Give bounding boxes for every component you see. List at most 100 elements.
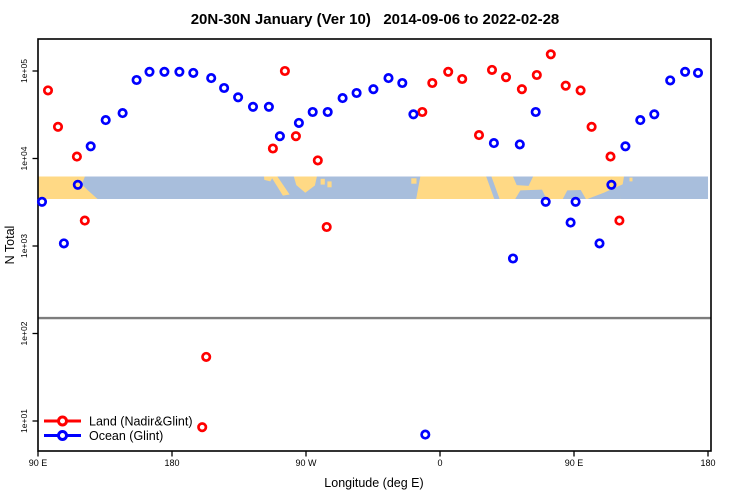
data-point-land (545, 49, 556, 60)
legend-marker-icon (57, 415, 68, 427)
data-point-ocean (351, 87, 362, 99)
data-point-ocean (117, 108, 128, 119)
data-point-ocean (692, 67, 704, 78)
data-point-land (500, 72, 512, 83)
data-point-land (279, 65, 290, 77)
data-point-land (531, 69, 542, 81)
plot-frame (37, 38, 712, 452)
map-strip-land (327, 181, 332, 188)
map-strip-ocean-notch (486, 176, 500, 199)
data-point-land (197, 422, 208, 433)
data-point-land (290, 131, 301, 142)
data-point-land (486, 64, 498, 75)
data-point-ocean (507, 253, 519, 264)
map-strip-land (271, 176, 290, 196)
data-point-ocean (219, 82, 230, 94)
data-point-ocean (383, 73, 394, 84)
data-point-land (586, 121, 597, 132)
data-point-land (443, 66, 454, 77)
data-point-ocean (36, 196, 48, 207)
x-tick-label: 180 (164, 458, 179, 468)
y-axis-title: N Total (3, 226, 17, 265)
x-tick-label: 180 (700, 458, 715, 468)
y-tick-label: 1e+01 (19, 409, 29, 433)
data-point-ocean (606, 179, 617, 190)
data-point-land (473, 130, 485, 141)
data-point-ocean (530, 106, 541, 118)
map-strip-land (293, 176, 317, 193)
data-point-ocean (58, 238, 69, 249)
map-strip-ocean-notch (513, 176, 534, 186)
data-point-land (605, 151, 616, 162)
map-strip-land (320, 178, 325, 185)
x-axis-title: Longitude (deg E) (324, 476, 423, 490)
data-point-land (312, 155, 323, 166)
map-strip-land (38, 176, 98, 199)
data-point-land (427, 77, 438, 89)
data-point-ocean (368, 84, 379, 95)
y-tick-label: 1e+02 (19, 321, 29, 345)
data-point-ocean (594, 238, 605, 249)
data-point-ocean (72, 179, 83, 190)
data-point-land (614, 215, 625, 226)
y-tick-label: 1e+04 (19, 146, 29, 170)
x-tick-label: 90 E (565, 458, 584, 468)
data-point-ocean (565, 217, 576, 228)
legend-marker-icon (57, 430, 68, 441)
legend-label: Land (Nadir&Glint) (89, 415, 193, 429)
y-tick-label: 1e+05 (19, 59, 29, 83)
data-point-ocean (247, 101, 259, 112)
data-point-ocean (293, 117, 304, 128)
axes: 90 E 180 90 W 0 90 E 180 1e+05 1e+04 1e+03 1e+02 1… (19, 59, 716, 468)
data-point-ocean (514, 139, 525, 150)
data-point-ocean (174, 66, 185, 77)
data-point-ocean (488, 138, 499, 149)
data-point-land (79, 215, 90, 226)
data-point-ocean (570, 196, 581, 207)
series-land (42, 49, 625, 433)
map-strip-land (629, 177, 633, 182)
map-strip-land (264, 176, 274, 182)
data-point-ocean (85, 141, 96, 152)
data-point-ocean (188, 67, 199, 78)
data-point-land (201, 351, 212, 362)
legend-item: Land (Nadir&Glint) (44, 415, 193, 429)
legend-label: Ocean (Glint) (89, 429, 163, 443)
y-tick-label: 1e+03 (19, 234, 29, 258)
data-point-ocean (322, 106, 333, 118)
map-strip-ocean-notch (515, 189, 547, 199)
data-point-ocean (397, 77, 408, 89)
map-strip (38, 176, 709, 199)
map-strip-ocean-notch (587, 183, 624, 199)
data-point-ocean (274, 131, 285, 142)
data-point-ocean (144, 66, 155, 77)
data-point-ocean (680, 66, 691, 77)
data-point-ocean (420, 429, 431, 440)
data-point-ocean (100, 115, 111, 126)
chart-title: 20N-30N January (Ver 10) 2014-09-06 to 2… (191, 11, 560, 28)
data-point-land (321, 221, 332, 233)
x-tick-label: 0 (437, 458, 442, 468)
map-strip-land (411, 178, 417, 184)
data-point-land (267, 143, 278, 154)
x-tick-label: 90 W (295, 458, 317, 468)
legend: Land (Nadir&Glint)Ocean (Glint) (44, 415, 193, 443)
data-point-ocean (337, 93, 348, 104)
data-point-land (417, 106, 428, 118)
data-point-ocean (131, 74, 142, 86)
data-point-ocean (649, 109, 660, 120)
data-point-ocean (206, 73, 217, 84)
data-point-land (560, 80, 571, 91)
series-ocean (36, 66, 704, 440)
data-point-ocean (665, 75, 676, 86)
data-point-ocean (307, 106, 318, 118)
data-point-land (457, 73, 468, 85)
data-point-land (516, 84, 527, 95)
data-point-land (71, 151, 82, 162)
data-point-ocean (408, 109, 419, 120)
data-point-land (42, 85, 54, 96)
data-point-land (575, 85, 586, 96)
legend-item: Ocean (Glint) (44, 429, 163, 443)
data-point-ocean (620, 141, 631, 152)
